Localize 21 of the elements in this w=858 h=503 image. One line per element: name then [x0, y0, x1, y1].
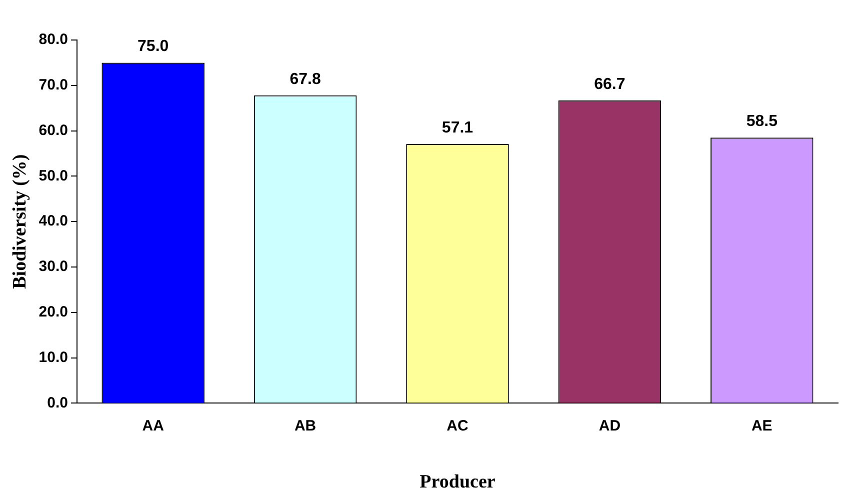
y-tick-label: 30.0 [38, 258, 68, 276]
y-tick-label: 70.0 [38, 76, 68, 94]
x-tick-label: AE [751, 417, 772, 434]
y-tick-label: 40.0 [38, 212, 68, 230]
y-tick-label: 50.0 [38, 167, 68, 184]
data-label: 75.0 [138, 38, 169, 56]
x-tick-label: AD [598, 417, 621, 434]
y-tick-label: 80.0 [38, 31, 68, 48]
x-tick-label: AC [446, 417, 468, 434]
data-label: 57.1 [442, 119, 474, 136]
x-tick-label: AA [142, 417, 164, 434]
data-label: 67.8 [290, 70, 321, 88]
y-axis-title: Biodiversity (%) [9, 154, 30, 289]
data-label: 66.7 [594, 76, 626, 93]
y-tick-label: 60.0 [38, 122, 68, 139]
y-tick-label: 20.0 [38, 304, 68, 321]
x-tick-label: AB [294, 417, 316, 434]
data-label: 58.5 [746, 113, 778, 130]
x-axis-title: Producer [420, 472, 496, 493]
y-tick-label: 0.0 [47, 394, 68, 412]
y-tick-label: 10.0 [38, 348, 68, 366]
